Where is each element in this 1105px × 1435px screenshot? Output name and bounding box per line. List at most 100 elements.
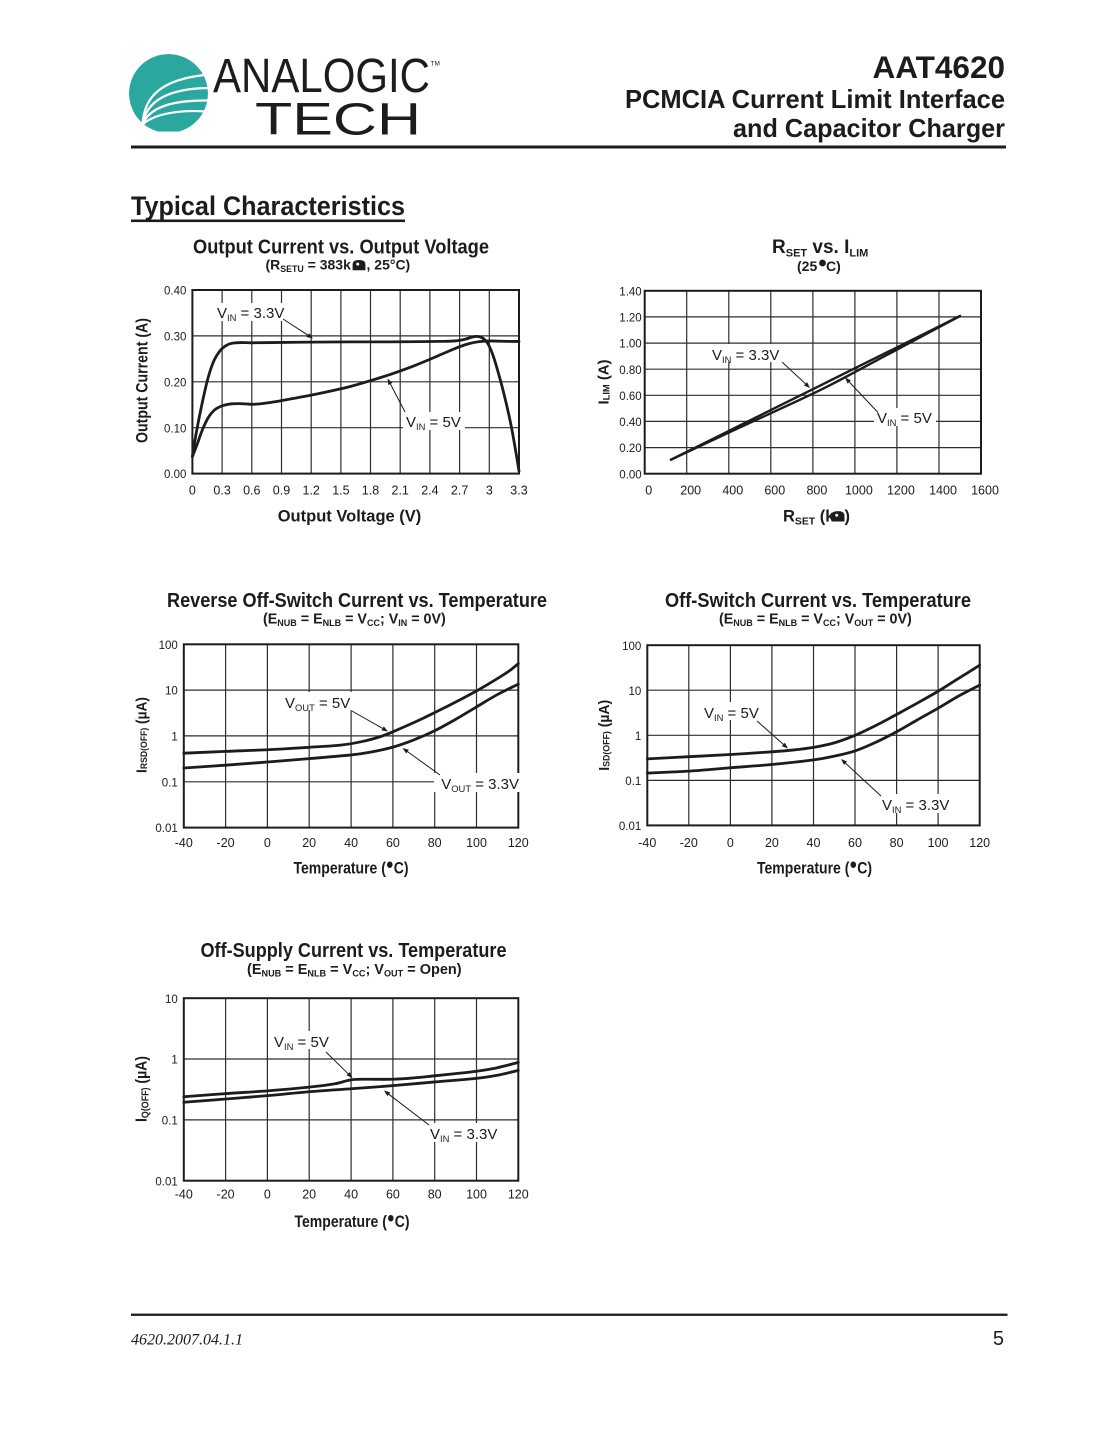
svg-text:VIN = 3.3V: VIN = 3.3V (712, 347, 779, 365)
svg-text:Off-Switch Current vs. Tempera: Off-Switch Current vs. Temperature (665, 590, 971, 612)
svg-text:VIN = 3.3V: VIN = 3.3V (217, 305, 284, 323)
svg-text:100: 100 (159, 640, 178, 652)
svg-text:1.40: 1.40 (619, 286, 641, 298)
svg-text:200: 200 (680, 484, 701, 498)
svg-text:ILIM (A): ILIM (A) (595, 360, 612, 405)
svg-text:80: 80 (428, 836, 442, 850)
svg-text:100: 100 (466, 836, 487, 850)
svg-text:): ) (845, 508, 851, 526)
svg-text:1000: 1000 (845, 484, 873, 498)
svg-text:(RSETU = 383k: (RSETU = 383k (266, 257, 352, 275)
svg-text:Temperature (●C): Temperature (●C) (294, 856, 409, 877)
svg-text:2.7: 2.7 (451, 484, 468, 498)
svg-text:Temperature (●C): Temperature (●C) (757, 856, 872, 877)
svg-text:0.1: 0.1 (625, 776, 641, 788)
svg-text:1.00: 1.00 (619, 339, 641, 351)
svg-text:TM: TM (431, 61, 440, 68)
svg-text:and Capacitor Charger: and Capacitor Charger (733, 113, 1005, 143)
svg-text:Output Current vs. Output Volt: Output Current vs. Output Voltage (193, 237, 489, 259)
svg-text:RSET (k: RSET (k (783, 508, 835, 528)
svg-text:10: 10 (165, 994, 178, 1006)
svg-text:PCMCIA Current Limit Interface: PCMCIA Current Limit Interface (625, 84, 1005, 114)
svg-text:3: 3 (486, 484, 493, 498)
svg-text:5: 5 (993, 1328, 1004, 1350)
svg-text:-40: -40 (175, 1188, 193, 1202)
svg-text:3.3: 3.3 (510, 484, 527, 498)
svg-text:2.1: 2.1 (392, 484, 409, 498)
svg-text:Temperature (●C): Temperature (●C) (295, 1210, 410, 1231)
svg-text:60: 60 (848, 836, 862, 850)
svg-text:20: 20 (302, 1188, 316, 1202)
svg-text:Reverse Off-Switch Current vs.: Reverse Off-Switch Current vs. Temperatu… (167, 590, 547, 612)
svg-text:2.4: 2.4 (421, 484, 438, 498)
svg-text:20: 20 (302, 836, 316, 850)
svg-text:0.60: 0.60 (619, 391, 641, 403)
svg-text:VOUT = 3.3V: VOUT = 3.3V (441, 776, 519, 794)
svg-text:120: 120 (508, 1188, 529, 1202)
svg-text:(ENUB = ENLB = VCC; VIN = 0V): (ENUB = ENLB = VCC; VIN = 0V) (263, 612, 446, 629)
svg-text:1: 1 (171, 1055, 177, 1067)
svg-text:Off-Supply Current vs. Tempera: Off-Supply Current vs. Temperature (201, 940, 507, 962)
svg-text:0.01: 0.01 (619, 821, 641, 833)
svg-text:1.2: 1.2 (303, 484, 320, 498)
svg-text:60: 60 (386, 1188, 400, 1202)
svg-text:ANALOGIC: ANALOGIC (213, 50, 430, 103)
svg-text:VIN = 3.3V: VIN = 3.3V (882, 797, 949, 815)
svg-text:VIN = 5V: VIN = 5V (406, 414, 461, 432)
svg-text:-40: -40 (638, 836, 656, 850)
svg-text:100: 100 (466, 1188, 487, 1202)
svg-text:0.6: 0.6 (243, 484, 260, 498)
svg-text:-20: -20 (217, 836, 235, 850)
svg-text:80: 80 (428, 1188, 442, 1202)
svg-text:-20: -20 (217, 1188, 235, 1202)
svg-text:100: 100 (622, 641, 641, 653)
svg-text:VIN = 5V: VIN = 5V (704, 705, 759, 723)
svg-text:ISD(OFF) (µA): ISD(OFF) (µA) (597, 700, 613, 771)
svg-text:40: 40 (344, 836, 358, 850)
svg-text:0.01: 0.01 (155, 823, 177, 835)
svg-text:0.40: 0.40 (164, 286, 186, 298)
svg-text:IQ(OFF) (µA): IQ(OFF) (µA) (134, 1056, 151, 1122)
svg-text:20: 20 (765, 836, 779, 850)
svg-text:1.20: 1.20 (619, 313, 641, 325)
svg-text:0.3: 0.3 (213, 484, 230, 498)
svg-text:120: 120 (969, 836, 990, 850)
svg-text:VIN = 3.3V: VIN = 3.3V (430, 1126, 497, 1144)
svg-text:0: 0 (189, 484, 196, 498)
svg-text:100: 100 (928, 836, 949, 850)
svg-text:0.1: 0.1 (162, 1116, 178, 1128)
svg-text:0.1: 0.1 (162, 777, 178, 789)
svg-text:0: 0 (727, 836, 734, 850)
svg-text:0.00: 0.00 (164, 469, 186, 481)
svg-text:-40: -40 (175, 836, 193, 850)
svg-text:1: 1 (171, 732, 177, 744)
svg-text:0.20: 0.20 (164, 377, 186, 389)
svg-text:RSET vs. ILIM: RSET vs. ILIM (772, 237, 868, 260)
svg-text:0.40: 0.40 (619, 417, 641, 429)
svg-text:0.80: 0.80 (619, 365, 641, 377)
svg-text:VIN = 5V: VIN = 5V (877, 410, 932, 428)
svg-text:, 25°C): , 25°C) (367, 257, 411, 273)
svg-text:0.30: 0.30 (164, 332, 186, 344)
svg-text:120: 120 (508, 836, 529, 850)
svg-text:(ENUB = ENLB = VCC; VOUT = 0V): (ENUB = ENLB = VCC; VOUT = 0V) (719, 612, 912, 629)
svg-text:1.8: 1.8 (362, 484, 379, 498)
svg-text:400: 400 (722, 484, 743, 498)
svg-text:80: 80 (890, 836, 904, 850)
svg-text:60: 60 (386, 836, 400, 850)
svg-text:1: 1 (635, 731, 641, 743)
svg-text:0: 0 (264, 836, 271, 850)
svg-text:TECH: TECH (255, 94, 421, 145)
svg-text:0.01: 0.01 (155, 1176, 177, 1188)
svg-text:4620.2007.04.1.1: 4620.2007.04.1.1 (131, 1332, 243, 1349)
svg-text:1600: 1600 (971, 484, 999, 498)
svg-text:-20: -20 (680, 836, 698, 850)
svg-text:40: 40 (807, 836, 821, 850)
svg-text:0.00: 0.00 (619, 469, 641, 481)
svg-text:1.5: 1.5 (332, 484, 349, 498)
svg-text:(ENUB = ENLB = VCC; VOUT = Ope: (ENUB = ENLB = VCC; VOUT = Open) (247, 962, 462, 979)
svg-text:IRSD(OFF) (µA): IRSD(OFF) (µA) (134, 697, 150, 773)
svg-text:(25: (25 (797, 258, 817, 274)
svg-text:0: 0 (645, 484, 652, 498)
svg-text:VIN = 5V: VIN = 5V (274, 1034, 329, 1052)
